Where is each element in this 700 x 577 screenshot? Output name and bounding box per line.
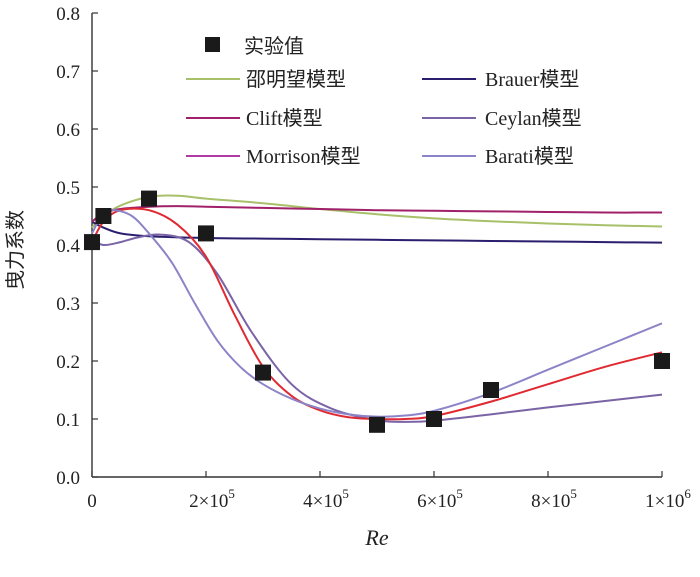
experimental-point <box>483 382 499 398</box>
y-tick-label: 0.8 <box>56 4 80 25</box>
experimental-markers <box>84 190 670 433</box>
x-tick-label: 1×106 <box>645 486 691 512</box>
tick-labels: 0.0 0.1 0.2 0.3 0.4 0.5 0.6 0.7 0.8 0 2×105 4×105 6×… <box>56 4 691 512</box>
experimental-point <box>141 190 157 207</box>
experimental-point <box>95 208 112 224</box>
series-line-1 <box>91 194 663 229</box>
series-lines <box>91 194 663 423</box>
x-tick-label: 8×105 <box>531 486 577 512</box>
legend-label: Clift模型 <box>246 107 323 130</box>
experimental-point <box>654 353 670 369</box>
legend-marker <box>205 37 220 52</box>
legend-label: Ceylan模型 <box>485 107 582 130</box>
experimental-point <box>369 416 385 433</box>
x-tick-label: 0 <box>87 491 97 512</box>
experimental-point <box>198 225 214 242</box>
y-tick-label: 0.0 <box>56 468 80 489</box>
series-line-2 <box>91 220 663 244</box>
y-tick-label: 0.1 <box>56 410 80 431</box>
series-line-4 <box>91 233 663 423</box>
x-axis-title: Re <box>364 525 388 550</box>
legend-label: 邵明望模型 <box>246 68 346 91</box>
x-tick-label: 4×105 <box>303 486 349 512</box>
y-tick-label: 0.5 <box>56 178 80 199</box>
legend-label: Morrison模型 <box>246 145 360 168</box>
y-tick-label: 0.3 <box>56 294 80 315</box>
y-tick-label: 0.6 <box>56 120 80 141</box>
y-tick-label: 0.2 <box>56 352 80 373</box>
y-tick-label: 0.4 <box>56 236 80 257</box>
x-tick-label: 6×105 <box>417 486 463 512</box>
experimental-point <box>84 234 100 251</box>
y-tick-label: 0.7 <box>56 62 80 83</box>
legend-label: Brauer模型 <box>485 68 579 91</box>
experimental-point <box>255 364 271 381</box>
experimental-point <box>426 411 442 427</box>
legend-label: 实验值 <box>244 35 304 58</box>
y-axis-title: 曳力系数 <box>3 210 27 290</box>
x-tick-label: 2×105 <box>189 486 235 512</box>
legend-label: Barati模型 <box>485 145 574 168</box>
